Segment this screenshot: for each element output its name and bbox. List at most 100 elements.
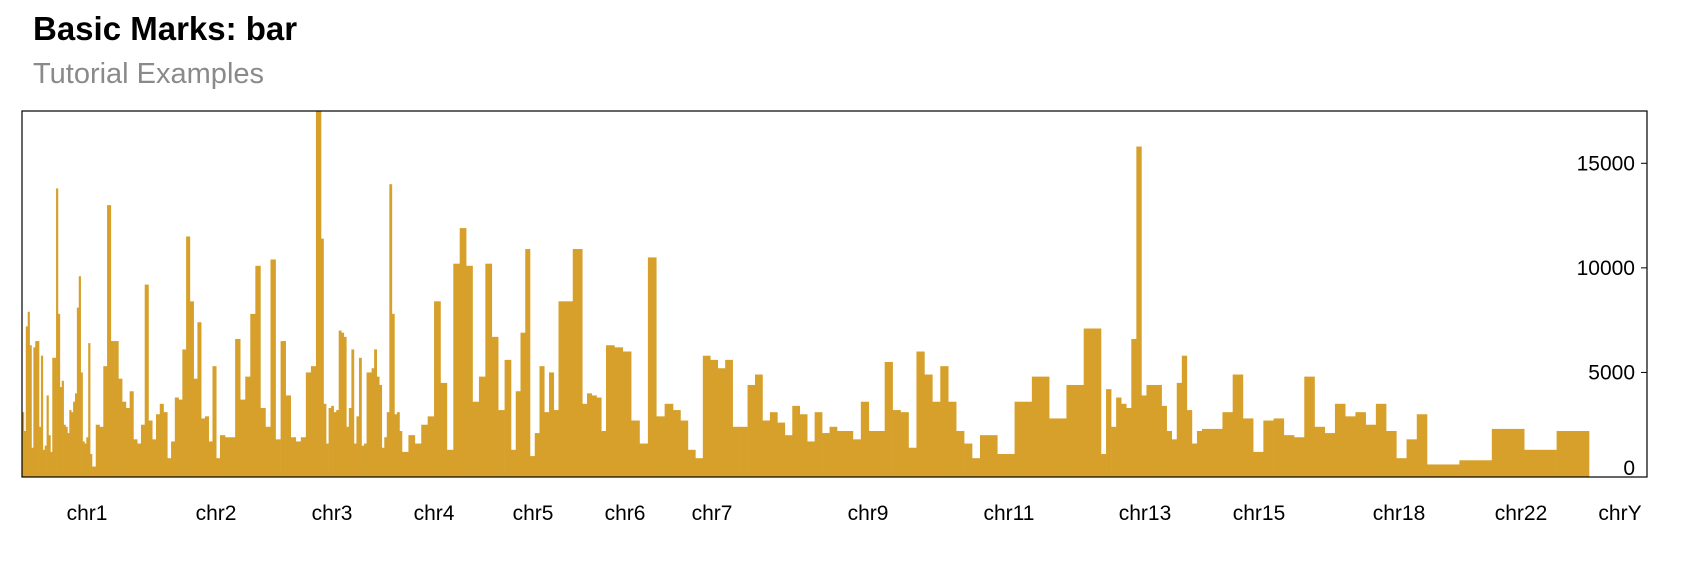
- bar-chr1-33: [84, 443, 87, 477]
- bar-chr9-12: [762, 420, 771, 477]
- bar-chr6-1: [515, 391, 521, 477]
- plot-area: 0 5000 10000 15000: [21, 110, 1648, 480]
- x-tick-label-chr1: chr1: [67, 502, 108, 525]
- bar-chr4-24: [381, 447, 385, 477]
- bar-chr4-9: [343, 336, 347, 477]
- bar-chr1-7: [35, 341, 38, 477]
- bar-chr5-9: [459, 228, 467, 477]
- bar-chr4-11: [348, 407, 352, 477]
- bar-chr22-1: [1459, 460, 1493, 477]
- bar-chr4-14: [356, 416, 360, 477]
- bar-chr4-7: [338, 330, 342, 477]
- bar-chr9-2: [687, 449, 696, 477]
- bar-chr3-11: [275, 439, 281, 477]
- bar-chr5-1: [408, 435, 416, 477]
- bar-chr6-16: [587, 393, 593, 477]
- bar-chr7-6: [656, 416, 665, 477]
- bar-chr15-15: [1176, 382, 1183, 477]
- bar-chr11-11: [924, 374, 933, 477]
- bar-chr9-6: [717, 368, 726, 477]
- bar-chr4-27: [389, 184, 393, 477]
- bar-chr2-17: [156, 414, 161, 477]
- bar-chr18-5: [1253, 451, 1264, 477]
- bar-chr15-12: [1161, 405, 1167, 477]
- bar-chr1-32: [82, 441, 85, 477]
- bar-chr18-3: [1232, 374, 1244, 477]
- y-tick-label-5000: 5000: [1588, 361, 1635, 384]
- bar-chr9-20: [822, 433, 830, 477]
- bar-chr11-15: [956, 430, 965, 477]
- x-tick-label-chr5: chr5: [513, 502, 554, 525]
- bar-chr13-0: [980, 435, 998, 477]
- bar-chr13-6: [1083, 328, 1102, 477]
- bar-chr5-6: [440, 382, 448, 477]
- bar-chr1-1: [23, 430, 27, 477]
- bar-chr3-8: [260, 407, 266, 477]
- bar-chr2-30: [204, 416, 209, 477]
- bar-chr2-6: [114, 341, 119, 477]
- bar-chr2-33: [216, 458, 221, 477]
- bar-chr3-18: [310, 366, 317, 477]
- bar-chr1-6: [33, 347, 36, 477]
- bar-chr6-19: [601, 430, 607, 477]
- bar-chr7-3: [631, 420, 640, 477]
- bar-chr5-3: [421, 424, 428, 477]
- x-axis: chr1 chr2 chr3 chr4 chr5 chr6 chr7 chr9 chr11 chr…: [67, 502, 1642, 525]
- bar-chr2-28: [197, 322, 202, 477]
- bar-chr15-0: [1101, 453, 1107, 477]
- bar-chr6-8: [549, 372, 555, 477]
- bar-chr1-25: [69, 410, 72, 477]
- bar-chr3-17: [305, 372, 312, 477]
- bar-chr4-10: [346, 426, 350, 477]
- bar-chr6-12: [568, 301, 574, 477]
- bar-chr2-29: [201, 418, 206, 477]
- bar-chr2-22: [174, 397, 179, 477]
- bar-chr15-7: [1136, 146, 1142, 477]
- bar-chr7-5: [647, 257, 657, 477]
- bar-chr2-12: [137, 443, 142, 477]
- bar-chr11-1: [844, 430, 854, 477]
- bar-chr3-1: [225, 437, 231, 477]
- bar-chr1-3: [27, 311, 30, 477]
- bar-chr2-11: [133, 439, 138, 477]
- bar-chr5-14: [491, 336, 499, 477]
- bar-chr4-12: [351, 349, 355, 477]
- bar-chr2-1: [95, 424, 100, 477]
- bar-chr2-14: [144, 284, 149, 477]
- bar-chr2-23: [178, 399, 183, 477]
- bar-chr5-10: [466, 265, 473, 477]
- bar-chr11-16: [964, 443, 973, 477]
- bar-chr5-16: [504, 359, 512, 477]
- bar-chr22-3: [1524, 449, 1557, 477]
- bar-chr1-12: [44, 445, 47, 477]
- chart-subtitle: Tutorial Examples: [33, 58, 265, 90]
- bar-chr18-21: [1416, 414, 1428, 477]
- bar-chr3-14: [290, 437, 297, 477]
- bar-chr1-34: [86, 437, 89, 477]
- bar-chr9-1: [680, 420, 689, 477]
- bar-chr1-22: [63, 424, 66, 477]
- bar-chr7-7: [664, 403, 674, 477]
- bar-chr3-4: [240, 399, 246, 477]
- bar-chr1-14: [48, 435, 51, 477]
- bar-chr4-18: [366, 372, 370, 477]
- bar-chr7-0: [606, 345, 615, 477]
- bar-chr1-28: [74, 393, 78, 477]
- bar-chr11-4: [868, 430, 878, 477]
- bar-chr4-16: [361, 445, 365, 477]
- bar-chr6-15: [582, 403, 588, 477]
- bar-chr3-10: [270, 259, 276, 477]
- bar-chr1-5: [31, 447, 34, 477]
- bar-chr3-5: [245, 376, 251, 477]
- bar-chr2-15: [148, 420, 153, 477]
- bar-chr6-3: [525, 249, 531, 477]
- bar-chr2-18: [159, 403, 164, 477]
- bar-chr11-7: [892, 410, 901, 477]
- bar-chr2-5: [110, 341, 115, 477]
- bar-chr1-8: [37, 341, 40, 477]
- bar-chr4-22: [376, 376, 380, 477]
- bar-chr2-20: [167, 458, 172, 477]
- bar-chr11-5: [876, 430, 885, 477]
- bar-chr6-13: [572, 249, 578, 477]
- bar-chr3-7: [255, 265, 261, 477]
